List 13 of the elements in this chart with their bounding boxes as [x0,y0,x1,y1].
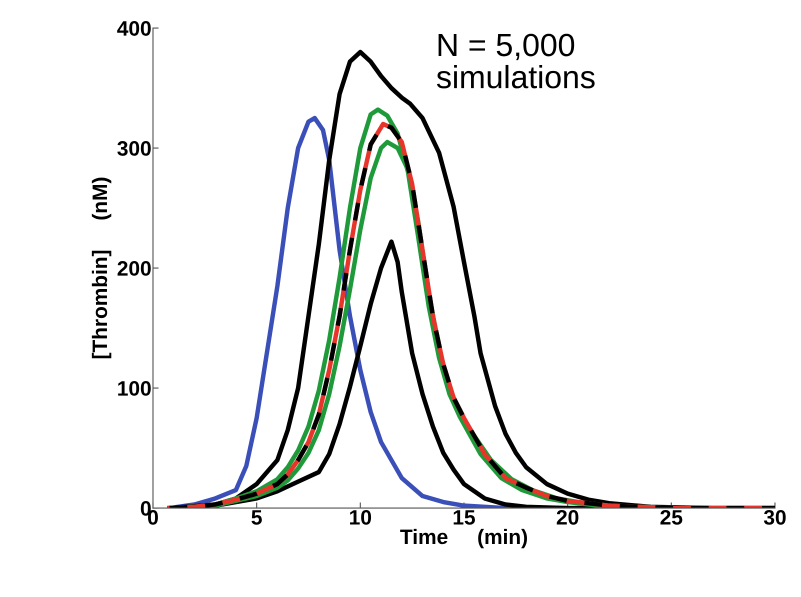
x-axis-title: Time (min) [400,528,528,548]
annotation: N = 5,000 simulations [436,34,595,88]
x-tick-label: 20 [556,510,578,525]
x-tick-label: 10 [350,510,372,525]
y-tick-label: 400 [117,21,151,36]
y-tick-label: 200 [118,261,151,276]
y-tick-label: 100 [118,381,151,396]
y-axis-title: [Thrombin] (nM) [92,178,112,358]
x-tick-label: 5 [252,510,262,525]
x-tick-label: 25 [660,510,682,525]
x-tick-label: 30 [764,510,786,525]
x-tick-label: 15 [454,510,475,525]
y-tick-label: 300 [117,141,151,156]
